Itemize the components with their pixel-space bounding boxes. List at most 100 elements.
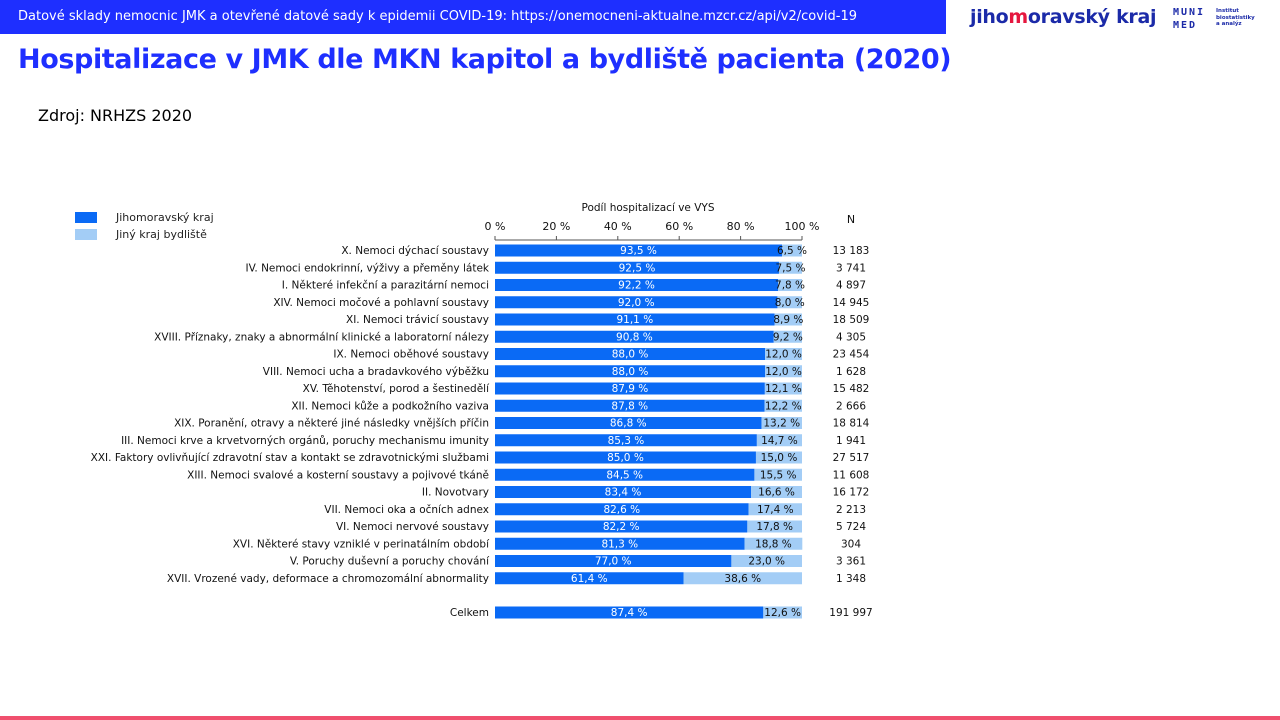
- bar-jmk: [495, 555, 732, 567]
- category-label: IX. Nemoci oběhové soustavy: [333, 349, 489, 361]
- category-label: XVI. Některé stavy vzniklé v perinatální…: [233, 538, 490, 550]
- category-label: Celkem: [450, 607, 489, 619]
- chart-legend: Jihomoravský kraj Jiný kraj bydliště: [75, 211, 214, 241]
- chart-rows: X. Nemoci dýchací soustavy 93,5 % 6,5 % 13 …: [91, 244, 873, 619]
- bar-jmk: [495, 417, 762, 429]
- bar-jmk: [495, 313, 775, 326]
- data-label-other: 17,8 %: [756, 521, 793, 533]
- data-label-jmk: 87,8 %: [611, 400, 648, 412]
- data-label-other: 15,0 %: [761, 452, 798, 464]
- bar-jmk: [495, 572, 684, 585]
- bar-other: [747, 520, 802, 533]
- bar-jmk: [495, 399, 765, 412]
- data-label-other: 15,5 %: [760, 469, 797, 481]
- bar-jmk: [495, 365, 766, 378]
- data-label-other: 6,5 %: [777, 245, 807, 257]
- bar-jmk: [495, 606, 764, 619]
- category-label: VI. Nemoci nervové soustavy: [336, 521, 489, 533]
- n-value: 11 608: [833, 469, 870, 481]
- n-value: 1 628: [836, 366, 866, 378]
- x-axis-title: Podíl hospitalizací ve VYS: [582, 202, 715, 214]
- data-label-jmk: 92,5 %: [619, 262, 656, 274]
- data-label-jmk: 91,1 %: [616, 314, 653, 326]
- data-label-other: 8,0 %: [775, 297, 805, 309]
- n-value: 15 482: [833, 383, 870, 395]
- n-value: 27 517: [833, 452, 870, 464]
- muni-logo-line1: MUNI: [1173, 7, 1206, 18]
- bar-other: [763, 606, 802, 619]
- bar-jmk: [495, 261, 779, 274]
- data-label-other: 7,8 %: [775, 280, 805, 292]
- data-label-other: 7,5 %: [775, 262, 805, 274]
- data-label-other: 12,0 %: [765, 349, 802, 361]
- data-label-jmk: 88,0 %: [612, 366, 649, 378]
- jmk-logo: jihomoravský kraj: [970, 6, 1157, 28]
- n-value: 18 509: [833, 314, 870, 326]
- data-label-jmk: 77,0 %: [595, 556, 632, 568]
- category-label: XIX. Poranění, otravy a některé jiné nás…: [174, 418, 489, 430]
- category-label: XVII. Vrozené vady, deformace a chromozo…: [167, 573, 489, 585]
- legend-label-other: Jiný kraj bydliště: [115, 228, 207, 241]
- bar-other: [764, 399, 802, 412]
- bar-other: [782, 244, 802, 257]
- data-label-other: 12,1 %: [765, 383, 802, 395]
- data-label-other: 12,0 %: [765, 366, 802, 378]
- category-label: XVIII. Příznaky, znaky a abnormální klin…: [154, 331, 489, 343]
- bar-other: [777, 296, 802, 309]
- n-value: 3 741: [836, 262, 866, 274]
- n-value: 2 213: [836, 504, 866, 516]
- bar-other: [761, 417, 802, 429]
- brand-part-c: oravský kraj: [1027, 6, 1157, 28]
- bar-other: [778, 279, 802, 291]
- n-value: 16 172: [833, 487, 870, 499]
- legend-label-jmk: Jihomoravský kraj: [115, 211, 214, 224]
- page-title: Hospitalizace v JMK dle MKN kapitol a by…: [18, 44, 952, 75]
- data-label-other: 18,8 %: [755, 538, 792, 550]
- n-value: 1 348: [836, 573, 866, 585]
- category-label: VII. Nemoci oka a očních adnex: [324, 504, 489, 516]
- bar-jmk: [495, 537, 745, 550]
- bar-other: [744, 537, 803, 550]
- data-label-jmk: 92,0 %: [618, 297, 655, 309]
- bar-other: [774, 313, 802, 326]
- data-label-jmk: 81,3 %: [601, 538, 638, 550]
- bar-jmk: [495, 296, 778, 309]
- x-tick-label: 0 %: [485, 220, 506, 233]
- n-value: 2 666: [836, 400, 866, 412]
- x-tick-label: 80 %: [727, 220, 755, 233]
- data-label-other: 8,9 %: [773, 314, 803, 326]
- n-value: 3 361: [836, 556, 866, 568]
- bar-other: [773, 330, 802, 343]
- n-value: 191 997: [829, 607, 872, 619]
- data-label-other: 16,6 %: [758, 487, 795, 499]
- data-label-other: 17,4 %: [757, 504, 794, 516]
- data-label-jmk: 83,4 %: [605, 487, 642, 499]
- n-value: 1 941: [836, 435, 866, 447]
- bar-jmk: [495, 468, 755, 481]
- data-label-jmk: 93,5 %: [620, 245, 657, 257]
- x-tick-label: 20 %: [542, 220, 570, 233]
- category-label: XV. Těhotenství, porod a šestinedělí: [303, 383, 490, 395]
- bar-jmk: [495, 382, 765, 395]
- category-label: XIII. Nemoci svalové a kosterní soustavy…: [187, 469, 489, 481]
- data-label-other: 23,0 %: [748, 556, 785, 568]
- bar-jmk: [495, 520, 748, 533]
- muni-logo-line2: MED: [1173, 20, 1198, 31]
- category-label: IV. Nemoci endokrinní, výživy a přeměny …: [245, 262, 489, 274]
- category-label: XXI. Faktory ovlivňující zdravotní stav …: [91, 452, 489, 464]
- bar-other: [751, 486, 802, 498]
- n-value: 18 814: [833, 418, 870, 430]
- category-label: XIV. Nemoci močové a pohlavní soustavy: [273, 297, 489, 309]
- data-label-jmk: 82,6 %: [603, 504, 640, 516]
- bottom-accent-line: [0, 716, 1280, 720]
- bar-other: [765, 365, 802, 378]
- x-tick-label: 100 %: [785, 220, 820, 233]
- data-label-other: 9,2 %: [773, 331, 803, 343]
- category-label: II. Novotvary: [422, 487, 489, 499]
- x-axis: 0 % 20 % 40 % 60 % 80 % 100 %: [485, 220, 820, 241]
- bar-jmk: [495, 348, 766, 360]
- category-label: XI. Nemoci trávicí soustavy: [346, 314, 489, 326]
- bar-jmk: [495, 330, 774, 343]
- n-column-header: N: [847, 213, 855, 226]
- bar-other: [754, 468, 802, 481]
